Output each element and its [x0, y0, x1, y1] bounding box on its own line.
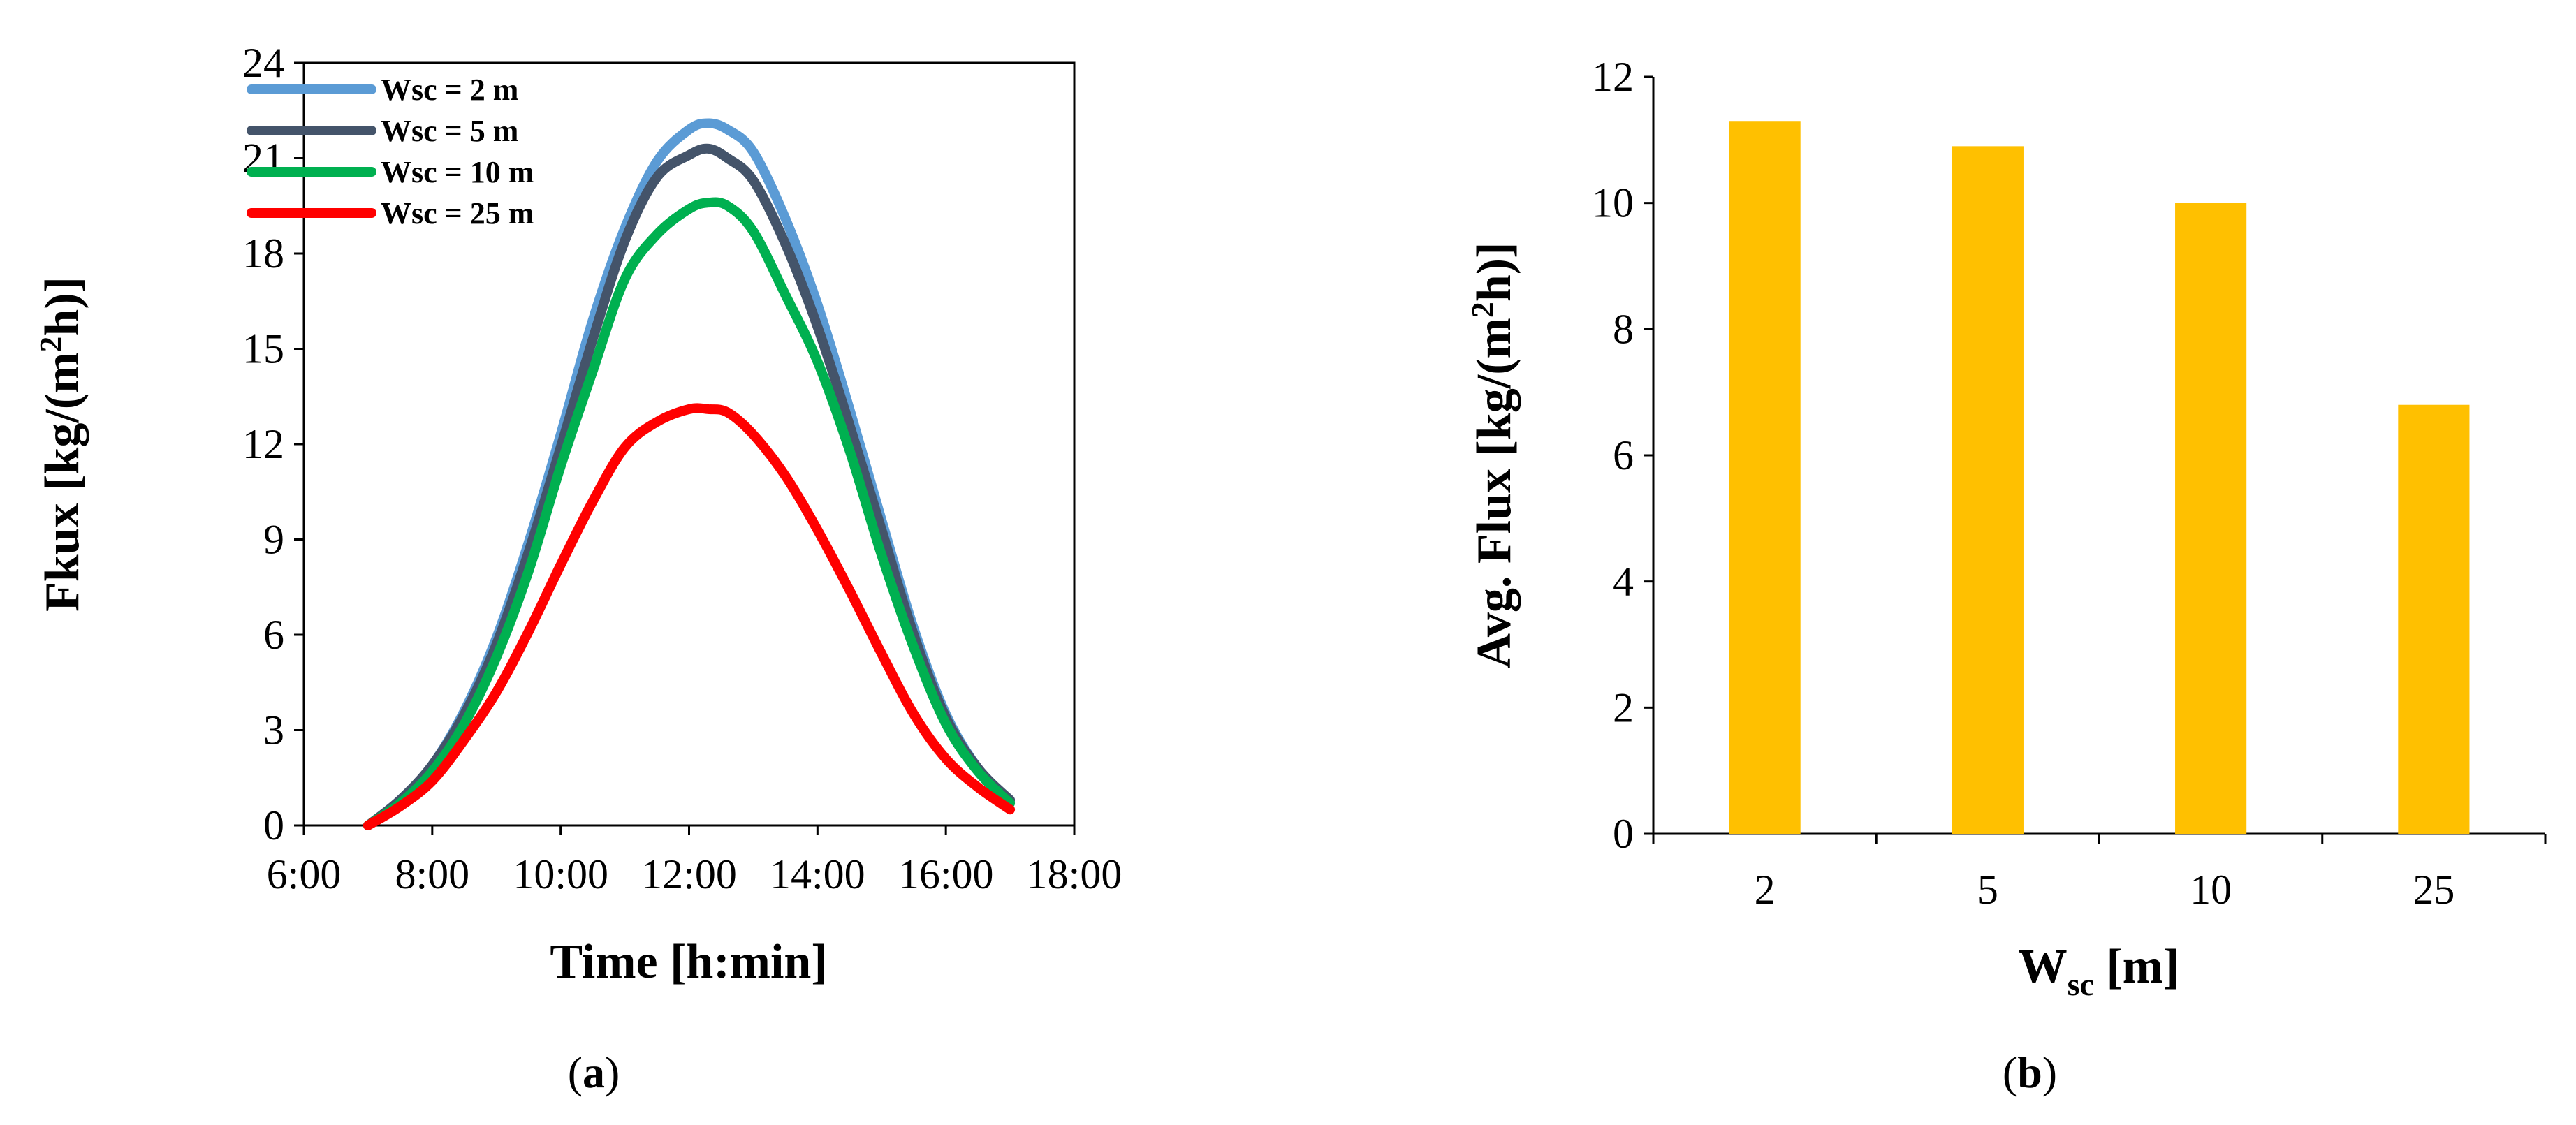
line-chart-x-tick-label: 6:00	[267, 851, 342, 897]
legend-label: Wsc = 25 m	[381, 196, 534, 230]
line-chart-series-line	[363, 197, 1016, 830]
bar-chart-y-title-superscript: 2	[1465, 302, 1500, 318]
bar-chart-x-title-subscript: sc	[2068, 966, 2094, 1002]
line-chart-y-tick-label: 6	[263, 612, 284, 658]
bar-chart-y-tick-label: 10	[1592, 180, 1634, 226]
panel-label-b-letter: b	[2017, 1047, 2042, 1097]
bar-chart-x-tick-label: 25	[2413, 867, 2454, 913]
bar-chart-y-tick-label: 8	[1613, 306, 1634, 352]
bar-chart-x-title-tail: [m]	[2094, 940, 2179, 994]
line-chart-y-tick-label: 18	[242, 230, 284, 277]
bar-chart-y-title-main: Avg. Flux [kg/(m	[1468, 318, 1521, 668]
line-chart-x-tick-label: 14:00	[770, 851, 865, 897]
line-chart-series-group	[363, 118, 1016, 830]
bar-chart-x-tick-label: 10	[2190, 867, 2232, 913]
line-chart-x-tick-label: 12:00	[641, 851, 737, 897]
bar-chart-y-tick-label: 4	[1613, 559, 1634, 605]
line-chart-x-tick-label: 10:00	[513, 851, 608, 897]
bar-chart-x-title-main: W	[2019, 940, 2068, 994]
legend-label: Wsc = 10 m	[381, 155, 534, 189]
line-chart-y-tick-label: 12	[242, 421, 284, 467]
line-chart-legend: Wsc = 2 m Wsc = 5 m Wsc = 10 m Wsc = 25 m	[247, 73, 534, 230]
bar	[2398, 404, 2470, 834]
bar-chart-y-axis-title: Avg. Flux [kg/(m2h)]	[1465, 242, 1521, 669]
bar	[1729, 121, 1801, 834]
legend-label: Wsc = 5 m	[381, 114, 518, 148]
line-chart-y-title-tail: h)]	[36, 277, 89, 337]
line-chart-y-title-main: Fkux [kg/(m	[36, 353, 89, 612]
bar-chart-x-tick-label: 2	[1755, 867, 1776, 913]
line-chart-y-tick-label: 9	[263, 517, 284, 563]
bar	[1952, 146, 2024, 834]
line-chart-x-tick-label: 16:00	[898, 851, 994, 897]
bar-chart-y-tick-label: 6	[1613, 432, 1634, 478]
bar-chart-x-axis-title: Wsc [m]	[2019, 940, 2180, 1002]
panel-label-b: (b)	[2003, 1047, 2057, 1097]
bar-chart-x-axis: 2 5 10 25	[1652, 834, 2547, 913]
bar-chart-x-tick-label: 5	[1977, 867, 1998, 913]
bar	[2175, 203, 2247, 834]
bar-chart-y-axis: 0 2 4 6 8 10 12	[1592, 54, 1653, 857]
line-chart-x-axis: 6:00 8:00 10:00 12:00 14:00 16:00 18:00	[267, 825, 1122, 897]
bar-chart-y-tick-label: 12	[1592, 54, 1634, 100]
panel-label-a-letter: a	[583, 1047, 605, 1097]
line-chart-x-tick-label: 18:00	[1027, 851, 1122, 897]
line-chart-y-tick-label: 0	[263, 802, 284, 848]
line-chart-x-axis-title: Time [h:min]	[550, 935, 827, 989]
legend-label: Wsc = 2 m	[381, 73, 518, 107]
bar-chart-y-title-tail: h)]	[1468, 242, 1521, 302]
line-chart-y-tick-label: 3	[263, 707, 284, 753]
bar-chart-y-tick-label: 0	[1613, 811, 1634, 857]
line-chart-y-tick-label: 24	[242, 40, 284, 86]
panel-label-a: (a)	[568, 1047, 620, 1097]
line-chart-x-tick-label: 8:00	[395, 851, 469, 897]
line-chart-y-axis-title: Fkux [kg/(m2h)]	[33, 277, 89, 612]
line-chart-y-title-superscript: 2	[33, 337, 68, 353]
line-chart-series-line	[363, 403, 1016, 830]
line-chart-y-tick-label: 15	[242, 326, 284, 372]
bar-chart-y-tick-label: 2	[1613, 684, 1634, 730]
bar-chart-bars	[1729, 121, 2470, 834]
